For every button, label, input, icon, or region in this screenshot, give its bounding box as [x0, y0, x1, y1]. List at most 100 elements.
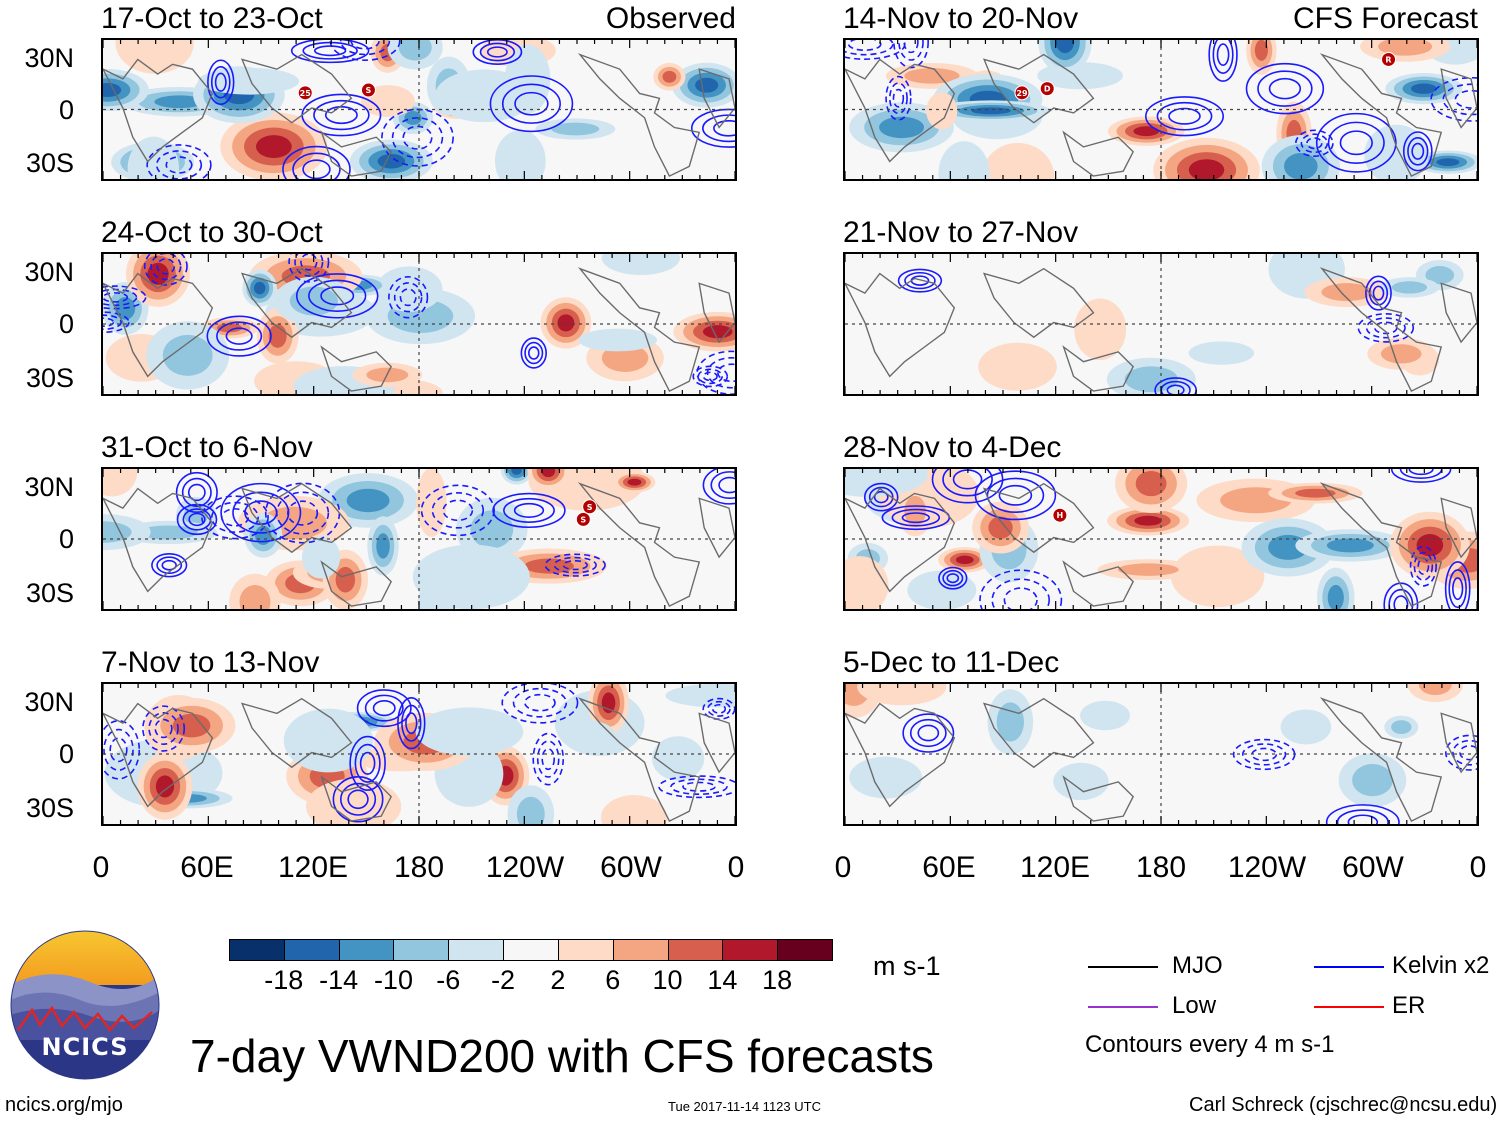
kelvin-contour — [979, 569, 1063, 609]
colorbar-swatch — [338, 939, 395, 961]
lon-label: 0 — [727, 851, 745, 884]
southerly-wind-anomaly — [557, 314, 575, 332]
svg-text:H: H — [1057, 511, 1064, 520]
panel-title: 7-Nov to 13-Nov — [101, 646, 320, 679]
kelvin-contour — [292, 152, 341, 179]
lon-label: 0 — [1469, 851, 1487, 884]
kelvin-contour — [1156, 101, 1213, 131]
northerly-wind-anomaly — [938, 141, 990, 179]
coastline — [1440, 282, 1477, 344]
colorbar-tick-label: -2 — [491, 965, 516, 995]
vwnd-map-panel — [843, 252, 1479, 396]
southerly-wind-anomaly — [1321, 283, 1373, 302]
kelvin-contour — [103, 728, 134, 771]
northerly-wind-anomaly — [1425, 266, 1455, 285]
coastline — [1062, 345, 1135, 392]
site-url[interactable]: ncics.org/mjo — [5, 1094, 123, 1116]
kelvin-contour — [479, 42, 516, 62]
kelvin-contour — [998, 484, 1033, 506]
lon-label: 0 — [834, 851, 852, 884]
kelvin-contour — [706, 356, 735, 389]
lat-label: 0 — [58, 524, 74, 554]
kelvin-contour — [182, 508, 212, 531]
coastline — [577, 697, 701, 822]
kelvin-contour — [524, 693, 556, 712]
contour-note: Contours every 4 m s-1 — [1085, 1031, 1335, 1058]
coastline — [845, 487, 956, 593]
lat-label: 0 — [58, 95, 74, 125]
panel-title: 21-Nov to 27-Nov — [843, 216, 1079, 249]
panel-title: 28-Nov to 4-Dec — [843, 431, 1062, 464]
lon-label: 120E — [1019, 851, 1091, 884]
kelvin-contour — [220, 482, 302, 543]
southerly-wind-anomaly — [1295, 488, 1336, 498]
coastline — [240, 267, 353, 339]
southerly-wind-anomaly — [1135, 470, 1167, 497]
kelvin-contour — [151, 553, 188, 578]
southerly-wind-anomaly — [845, 556, 889, 609]
kelvin-contour — [1245, 62, 1325, 115]
kelvin-contour — [536, 740, 560, 778]
northerly-wind-anomaly — [1436, 158, 1460, 167]
kelvin-contour — [282, 145, 351, 179]
kelvin-contour — [347, 789, 369, 810]
kelvin-contour — [1268, 77, 1302, 100]
kelvin-contour — [175, 471, 218, 514]
kelvin-contour — [1365, 275, 1392, 311]
kelvin-contour — [1347, 814, 1379, 824]
kelvin-contour — [364, 694, 404, 722]
kelvin-contour — [1306, 137, 1323, 150]
northerly-wind-anomaly — [1352, 764, 1393, 797]
map-field: SS — [103, 469, 735, 609]
logo-text: NCICS — [42, 1033, 129, 1061]
kelvin-contour — [324, 106, 358, 125]
vwnd-map-panel — [101, 682, 737, 826]
colorbar-swatch — [283, 939, 340, 961]
coastline — [698, 497, 735, 559]
kelvin-contour — [903, 40, 919, 54]
lon-label: 0 — [92, 851, 110, 884]
southerly-wind-anomaly — [1418, 684, 1452, 695]
northerly-wind-anomaly — [412, 544, 530, 609]
kelvin-contour — [942, 469, 993, 497]
coastline — [982, 53, 1095, 124]
kelvin-contour — [868, 486, 894, 508]
northerly-wind-anomaly — [377, 154, 406, 169]
kelvin-contour — [1216, 43, 1230, 67]
colorbar-tick-label: -14 — [319, 965, 359, 995]
coastline — [1062, 775, 1135, 822]
northerly-wind-anomaly — [415, 707, 524, 756]
colorbar-tick-label: 18 — [762, 965, 793, 995]
coastline — [982, 697, 1095, 769]
lat-label: 30N — [24, 257, 74, 287]
legend-label: Low — [1172, 992, 1217, 1019]
map-field — [845, 684, 1477, 824]
kelvin-contour — [1393, 595, 1409, 609]
kelvin-contour — [214, 72, 227, 92]
coastline — [698, 68, 735, 129]
coastline — [1319, 267, 1443, 392]
southerly-wind-anomaly — [926, 92, 958, 130]
coastline — [320, 560, 393, 607]
coastline — [698, 282, 735, 344]
main-title: 7-day VWND200 with CFS forecasts — [190, 1030, 934, 1082]
map-field — [103, 684, 735, 824]
kelvin-contour — [717, 363, 735, 383]
northerly-wind-anomaly — [494, 130, 546, 179]
coastline — [845, 58, 956, 163]
kelvin-contour — [161, 559, 177, 571]
kelvin-contour — [1315, 112, 1397, 173]
storm-marker: R — [1381, 51, 1397, 67]
kelvin-contour — [181, 477, 212, 508]
colorbar-tick-label: -10 — [373, 965, 413, 995]
kelvin-contour — [393, 282, 423, 313]
coastline — [1062, 560, 1135, 607]
colorbar-tick-label: -6 — [436, 965, 461, 995]
southerly-wind-anomaly — [239, 584, 271, 609]
northerly-wind-anomaly — [1053, 762, 1109, 801]
kelvin-contour — [1212, 40, 1234, 74]
kelvin-contour — [898, 40, 924, 61]
northerly-wind-anomaly — [1327, 584, 1344, 609]
colorbar-swatch — [667, 939, 724, 961]
coastline — [1319, 482, 1443, 607]
